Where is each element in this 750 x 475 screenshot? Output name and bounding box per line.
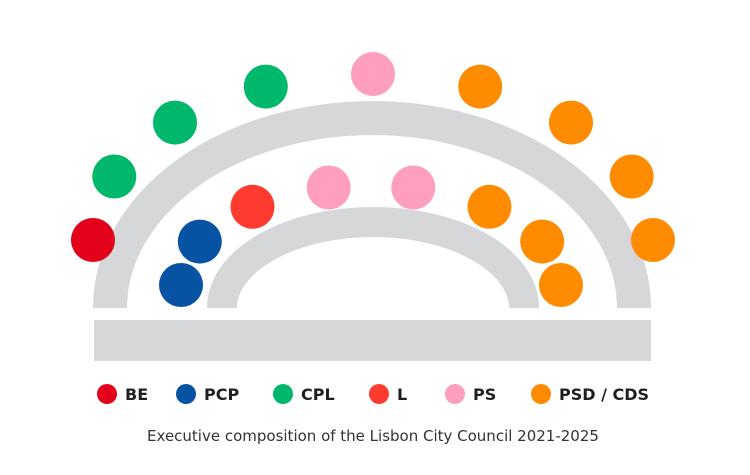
outer-arc [93,101,651,309]
seat-13 [306,165,351,210]
seat-11 [177,219,222,264]
legend-swatch-pcp [176,384,196,404]
seat-15 [467,184,512,229]
seat-3 [153,100,197,145]
inner-arc [207,207,539,309]
legend: BE PCP CPL L PS PSD / CDS [97,384,649,404]
legend-label-be: BE [125,385,148,404]
legend-item-psd-cds: PSD / CDS [531,384,649,404]
seat-12 [230,184,275,229]
legend-item-pcp: PCP [176,384,239,404]
seat-10 [159,263,203,307]
legend-swatch-psd-cds [531,384,551,404]
seat-8 [609,154,654,199]
chamber-floor [94,320,651,361]
seat-7 [549,100,593,145]
seat-17 [539,263,583,307]
legend-swatch-ps [445,384,465,404]
legend-label-pcp: PCP [204,385,239,404]
legend-swatch-cpl [273,384,293,404]
chart-caption: Executive composition of the Lisbon City… [147,427,599,445]
seat-16 [520,219,565,264]
legend-label-ps: PS [473,385,496,404]
legend-item-be: BE [97,384,148,404]
legend-item-cpl: CPL [273,384,335,404]
seat-5 [351,52,395,96]
legend-label-l: L [397,385,407,404]
legend-swatch-be [97,384,117,404]
seat-2 [92,154,137,199]
legend-item-l: L [369,384,407,404]
seat-6 [458,64,503,109]
seat-14 [391,165,436,210]
legend-label-psd-cds: PSD / CDS [559,385,649,404]
seat-9 [631,218,675,262]
seat-1 [71,218,115,262]
chamber-shape [93,101,651,361]
seat-4 [243,64,288,109]
legend-label-cpl: CPL [301,385,335,404]
legend-item-ps: PS [445,384,496,404]
legend-swatch-l [369,384,389,404]
seats [71,52,675,307]
